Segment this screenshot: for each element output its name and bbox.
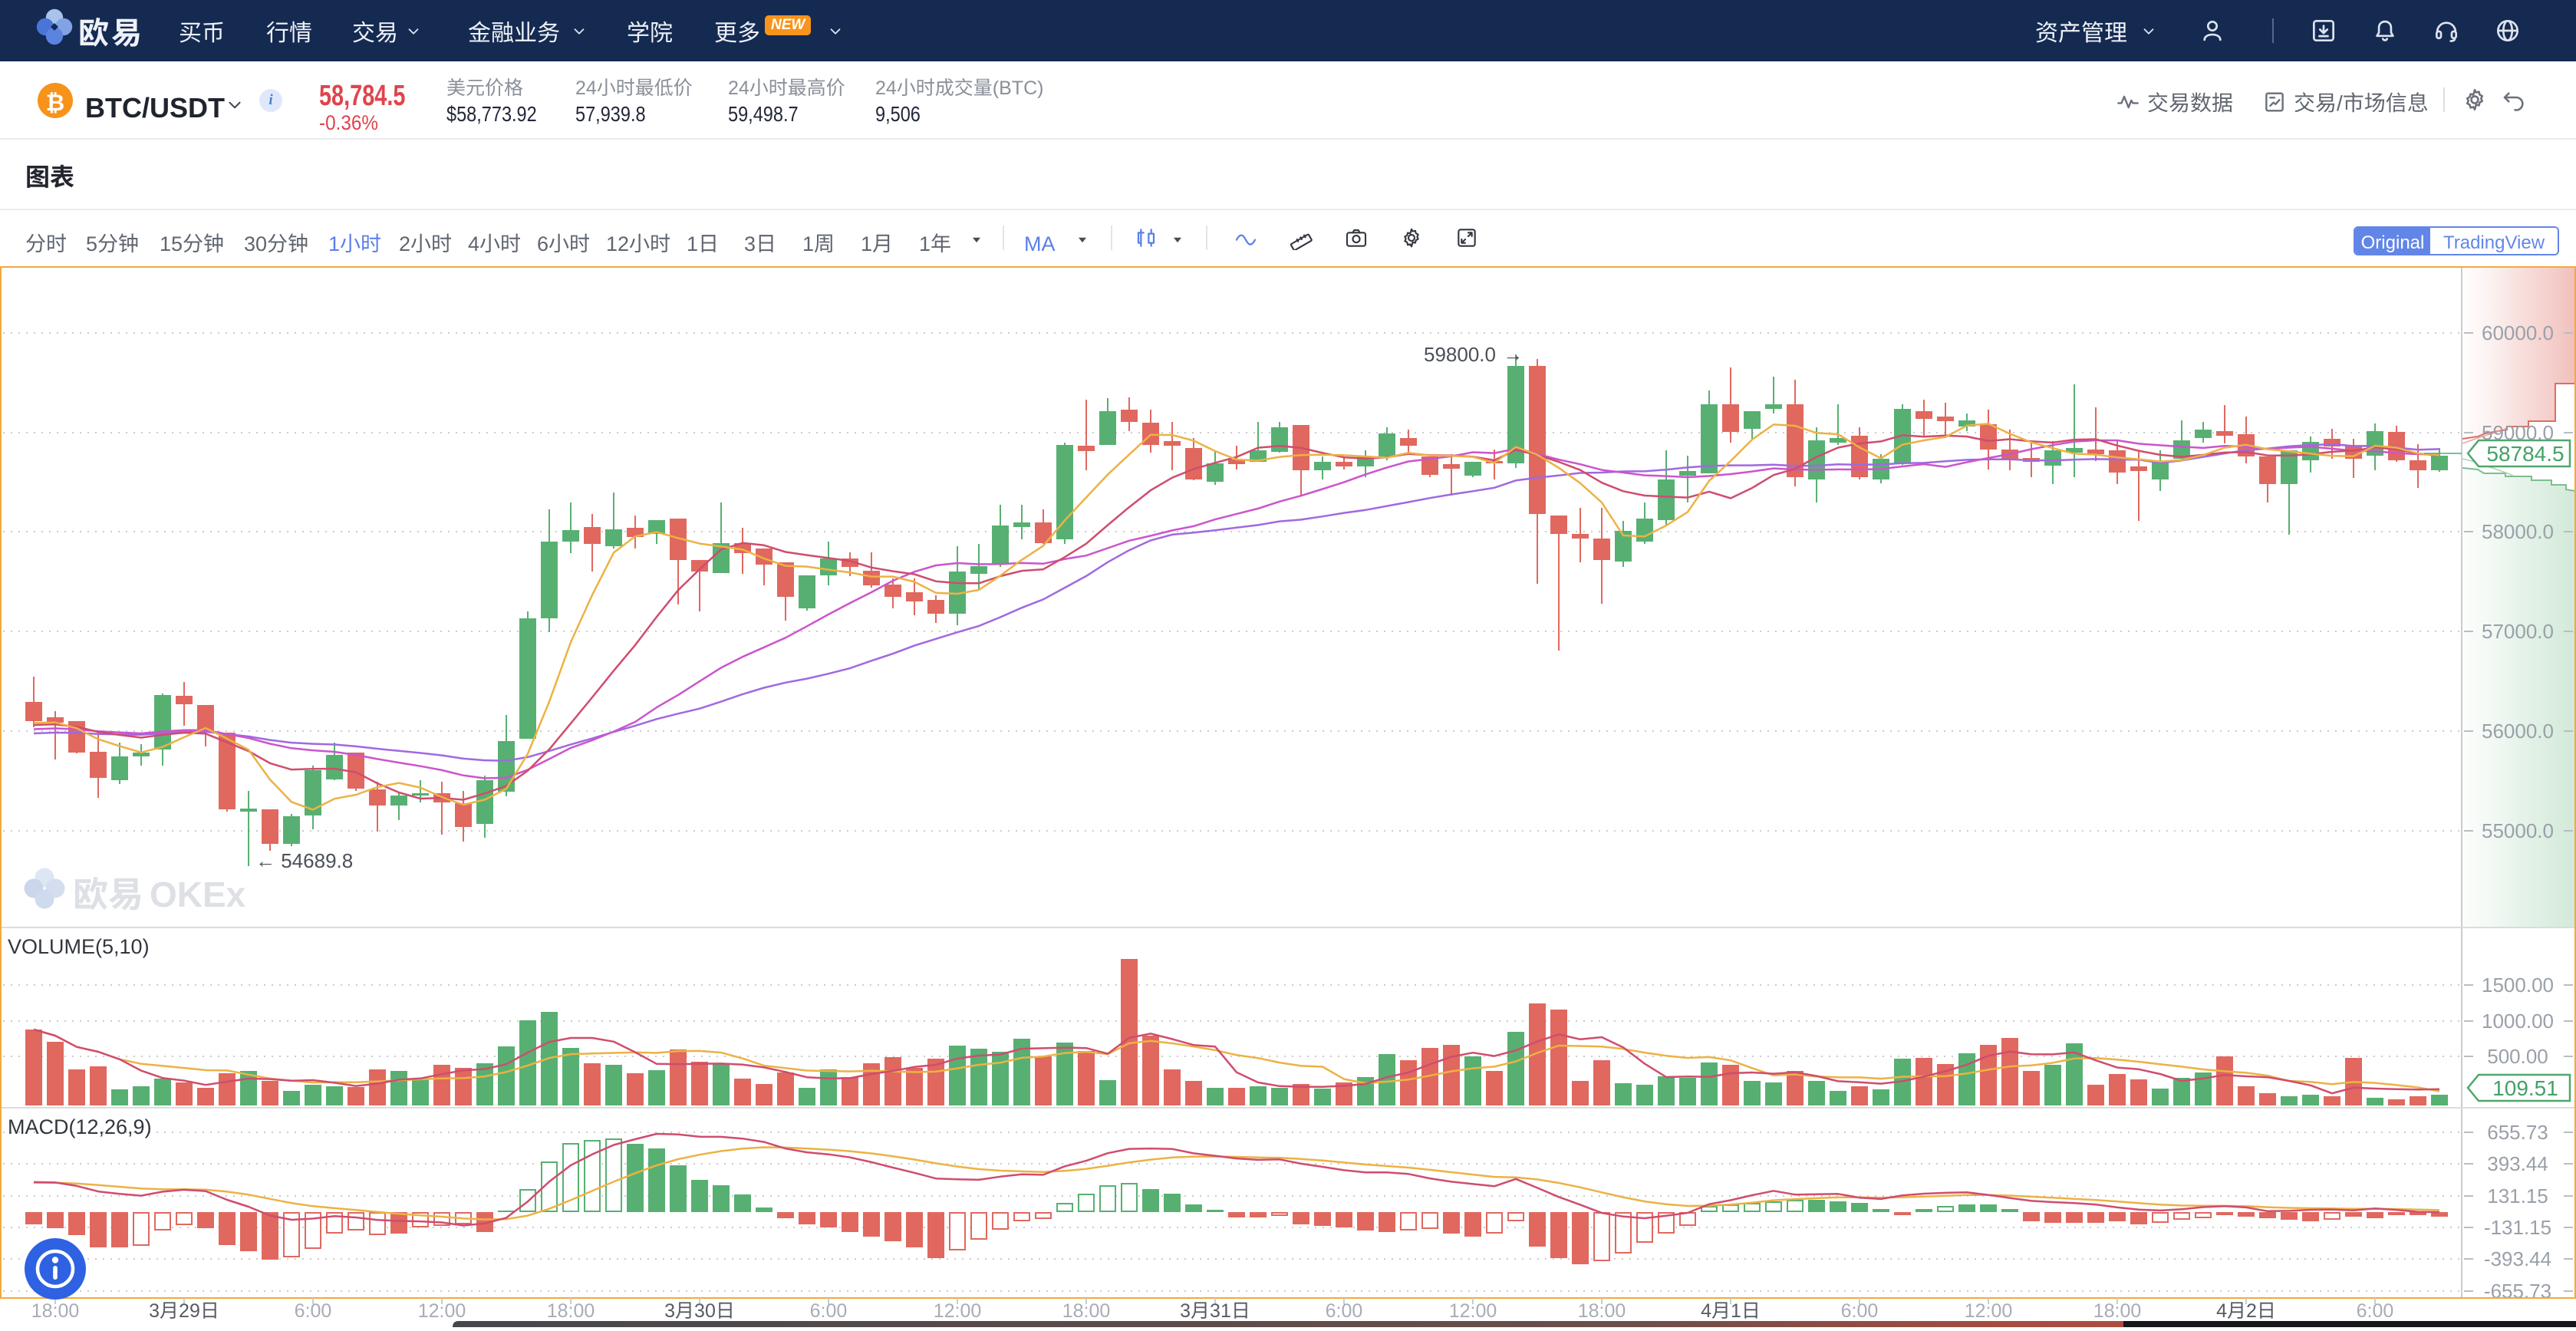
svg-text:18:00: 18:00 — [31, 1296, 80, 1323]
svg-text:12:00: 12:00 — [934, 1296, 982, 1323]
svg-text:59800.0 →: 59800.0 → — [1424, 343, 1523, 366]
svg-text:1000.00: 1000.00 — [2482, 1010, 2554, 1033]
svg-text:58784.5: 58784.5 — [2486, 442, 2564, 466]
svg-text:3月31日: 3月31日 — [1180, 1296, 1250, 1323]
svg-text:59000.0: 59000.0 — [2482, 421, 2554, 444]
svg-text:57000.0: 57000.0 — [2482, 620, 2554, 643]
svg-text:18:00: 18:00 — [547, 1296, 595, 1323]
svg-text:-393.44: -393.44 — [2484, 1247, 2551, 1270]
svg-text:4月2日: 4月2日 — [2216, 1296, 2276, 1323]
svg-text:6:00: 6:00 — [2357, 1296, 2394, 1323]
svg-text:6:00: 6:00 — [1841, 1296, 1879, 1323]
svg-text:-131.15: -131.15 — [2484, 1216, 2551, 1239]
svg-text:109.51: 109.51 — [2492, 1076, 2558, 1100]
svg-text:← 54689.8: ← 54689.8 — [255, 849, 353, 872]
svg-text:-655.73: -655.73 — [2484, 1280, 2551, 1303]
svg-text:MACD(12,26,9): MACD(12,26,9) — [8, 1115, 152, 1138]
svg-text:18:00: 18:00 — [1578, 1296, 1626, 1323]
svg-text:1500.00: 1500.00 — [2482, 974, 2554, 997]
svg-text:6:00: 6:00 — [810, 1296, 848, 1323]
svg-text:6:00: 6:00 — [1326, 1296, 1363, 1323]
svg-text:131.15: 131.15 — [2487, 1184, 2548, 1207]
svg-text:58000.0: 58000.0 — [2482, 520, 2554, 543]
svg-text:393.44: 393.44 — [2487, 1152, 2548, 1175]
svg-text:6:00: 6:00 — [295, 1296, 332, 1323]
svg-text:55000.0: 55000.0 — [2482, 819, 2554, 842]
svg-text:56000.0: 56000.0 — [2482, 720, 2554, 743]
svg-text:12:00: 12:00 — [418, 1296, 466, 1323]
svg-text:12:00: 12:00 — [1449, 1296, 1497, 1323]
svg-text:3月30日: 3月30日 — [664, 1296, 735, 1323]
svg-text:18:00: 18:00 — [1062, 1296, 1111, 1323]
svg-text:4月1日: 4月1日 — [1701, 1296, 1761, 1323]
svg-text:VOLUME(5,10): VOLUME(5,10) — [8, 935, 150, 958]
svg-text:18:00: 18:00 — [2093, 1296, 2142, 1323]
svg-text:3月29日: 3月29日 — [149, 1296, 219, 1323]
svg-text:12:00: 12:00 — [1965, 1296, 2013, 1323]
svg-text:500.00: 500.00 — [2487, 1045, 2548, 1068]
svg-text:60000.0: 60000.0 — [2482, 321, 2554, 344]
svg-text:655.73: 655.73 — [2487, 1121, 2548, 1144]
